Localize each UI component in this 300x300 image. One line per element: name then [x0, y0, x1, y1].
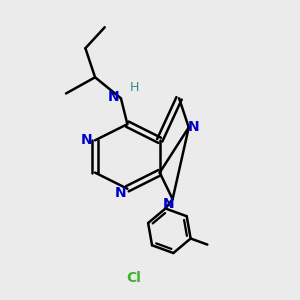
Text: N: N [163, 197, 175, 211]
Text: N: N [188, 120, 200, 134]
Text: H: H [130, 82, 139, 94]
Text: N: N [115, 186, 127, 200]
Text: N: N [108, 90, 120, 104]
Text: Cl: Cl [126, 271, 141, 285]
Text: N: N [81, 133, 93, 147]
